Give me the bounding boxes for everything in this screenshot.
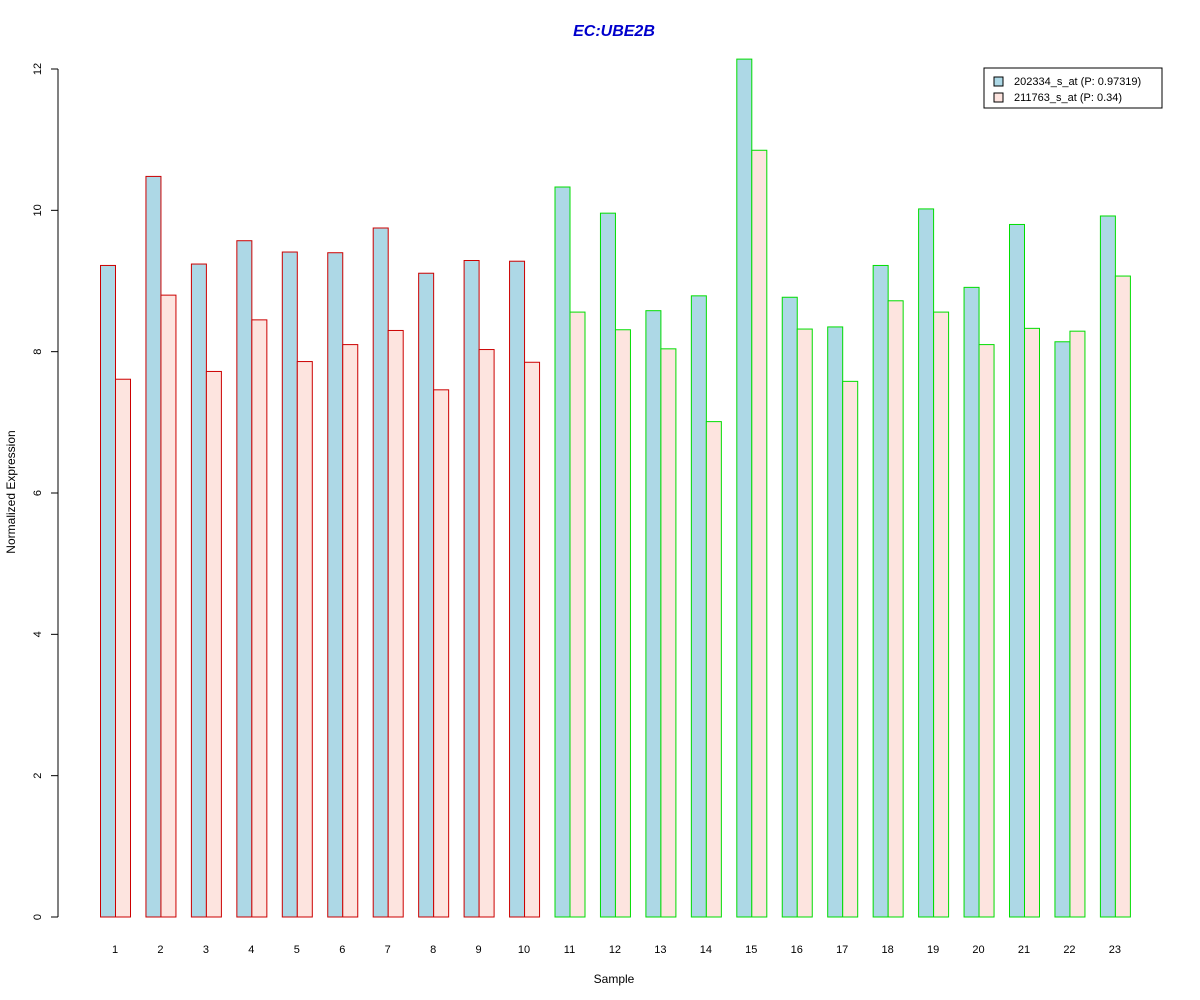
x-tick-label: 8 <box>430 944 436 956</box>
bar-series1-sample-19 <box>918 208 935 918</box>
y-tick-label: 2 <box>32 773 44 779</box>
y-tick-label: 10 <box>32 204 44 216</box>
x-tick-label: 10 <box>518 944 530 956</box>
bar-series2-sample-22 <box>1069 330 1086 918</box>
x-tick-label: 23 <box>1109 944 1121 956</box>
x-tick-label: 3 <box>203 944 209 956</box>
bar-series2-sample-2 <box>160 294 177 918</box>
bar-series1-sample-3 <box>190 263 207 918</box>
bar-series1-sample-23 <box>1099 215 1116 918</box>
bar-series1-sample-5 <box>281 251 298 918</box>
x-tick-label: 22 <box>1063 944 1075 956</box>
x-tick-label: 9 <box>476 944 482 956</box>
x-tick-label: 5 <box>294 944 300 956</box>
bar-series1-sample-10 <box>509 260 526 918</box>
legend-swatch <box>993 76 1004 87</box>
bar-series1-sample-7 <box>372 227 389 918</box>
legend-label: 211763_s_at (P: 0.34) <box>1014 92 1122 104</box>
bar-series2-sample-23 <box>1114 275 1131 918</box>
legend-box <box>983 67 1163 109</box>
bar-series2-sample-20 <box>978 344 995 918</box>
bar-series1-sample-12 <box>599 212 616 918</box>
x-tick-label: 17 <box>836 944 848 956</box>
x-tick-label: 1 <box>112 944 118 956</box>
x-tick-label: 12 <box>609 944 621 956</box>
x-tick-label: 15 <box>745 944 757 956</box>
chart-title: EC:UBE2B <box>573 23 655 40</box>
bar-series2-sample-15 <box>751 149 768 918</box>
bar-series1-sample-18 <box>872 264 889 918</box>
bar-series2-sample-13 <box>660 348 677 918</box>
bar-series1-sample-14 <box>690 295 707 918</box>
y-tick-label: 8 <box>32 349 44 355</box>
bar-series2-sample-19 <box>933 311 950 918</box>
y-axis-title: Normalized Expression <box>4 430 18 553</box>
x-tick-label: 16 <box>791 944 803 956</box>
bar-series2-sample-5 <box>296 361 313 918</box>
bar-series1-sample-6 <box>327 252 344 918</box>
y-tick-label: 4 <box>32 631 44 637</box>
y-tick-label: 6 <box>32 490 44 496</box>
x-tick-label: 13 <box>654 944 666 956</box>
bar-series1-sample-21 <box>1009 223 1025 918</box>
x-axis-labels: 1 2 3 4 5 6 7 8 9 10 11 12 13 14 15 16 17 18 19 20 21 22 23 <box>112 944 1121 956</box>
bar-series2-sample-14 <box>705 421 722 918</box>
bar-series2-sample-17 <box>842 380 859 918</box>
bar-series2-sample-3 <box>205 370 222 918</box>
bar-series2-sample-4 <box>251 319 268 918</box>
x-tick-label: 20 <box>972 944 984 956</box>
bar-series2-sample-7 <box>387 329 404 918</box>
bar-series2-sample-1 <box>115 378 131 918</box>
bar-series1-sample-1 <box>100 264 116 918</box>
bar-series1-sample-20 <box>963 286 980 918</box>
bar-series2-sample-8 <box>433 389 450 918</box>
x-tick-label: 6 <box>339 944 345 956</box>
bar-series2-sample-9 <box>478 349 495 918</box>
x-tick-label: 2 <box>157 944 163 956</box>
bar-series2-sample-11 <box>569 311 586 918</box>
legend: 202334_s_at (P: 0.97319) 211763_s_at (P: … <box>983 67 1163 109</box>
x-tick-label: 21 <box>1018 944 1030 956</box>
x-axis-title: Sample <box>594 972 635 986</box>
legend-label: 202334_s_at (P: 0.97319) <box>1014 76 1141 88</box>
bar-series1-sample-17 <box>827 326 844 918</box>
bar-series1-sample-13 <box>645 310 662 918</box>
x-tick-label: 14 <box>700 944 712 956</box>
x-tick-label: 11 <box>564 944 575 956</box>
bar-series2-sample-10 <box>524 361 541 918</box>
bar-series1-sample-9 <box>463 260 480 918</box>
x-tick-label: 7 <box>385 944 391 956</box>
y-tick-label: 12 <box>32 63 44 75</box>
bar-series1-sample-11 <box>554 186 571 918</box>
bar-series2-sample-6 <box>342 344 359 918</box>
bar-series1-sample-2 <box>145 175 162 918</box>
x-tick-label: 19 <box>927 944 939 956</box>
bar-series2-sample-21 <box>1024 327 1040 918</box>
bar-series1-sample-15 <box>736 58 753 918</box>
x-tick-label: 4 <box>248 944 254 956</box>
bar-series1-sample-4 <box>236 240 253 918</box>
legend-swatch <box>993 92 1004 103</box>
bar-series2-sample-18 <box>887 300 904 918</box>
bar-series2-sample-12 <box>614 329 631 918</box>
y-tick-label: 0 <box>32 914 44 920</box>
bar-series1-sample-22 <box>1054 341 1071 918</box>
bar-series1-sample-8 <box>418 272 435 918</box>
y-axis: 0 2 4 6 8 10 12 <box>32 63 59 920</box>
x-tick-label: 18 <box>882 944 894 956</box>
bar-series2-sample-16 <box>796 328 813 918</box>
bar-series1-sample-16 <box>781 296 798 918</box>
bars <box>100 58 1131 918</box>
